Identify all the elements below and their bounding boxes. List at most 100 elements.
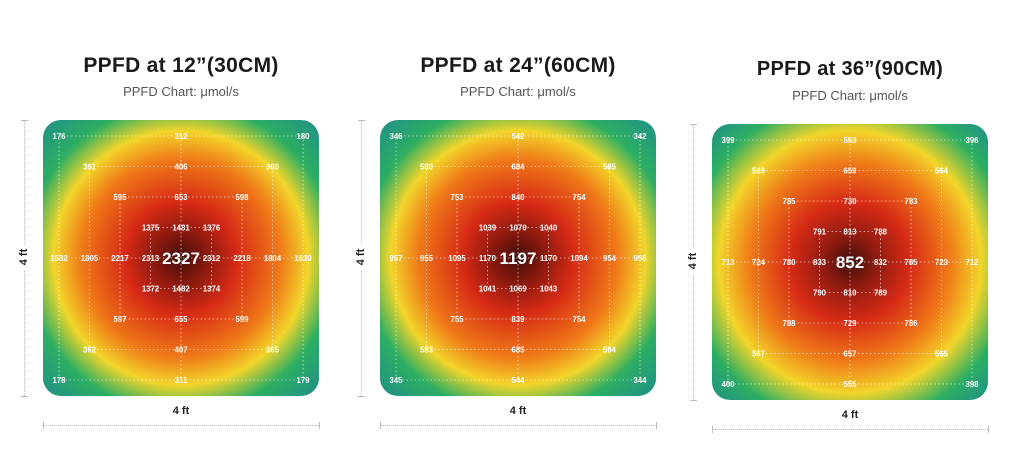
ppfd-value: 346 xyxy=(389,132,403,141)
ppfd-value: 1632 xyxy=(50,254,68,263)
ppfd-value: 753 xyxy=(450,193,464,202)
ppfd-value: 598 xyxy=(235,193,249,202)
chart-title: PPFD at 36”(90CM) xyxy=(756,58,944,80)
ppfd-value: 365 xyxy=(266,346,280,355)
ppfd-heatmap: 399 553 396 569 659 564 785 730 783 791 813 788 713 7… xyxy=(712,124,988,400)
ppfd-value: 833 xyxy=(813,258,827,267)
ppfd-value: 2217 xyxy=(111,254,128,263)
heatmap-svg: 176 312 180 361 406 360 595 653 598 1375 1481 1376 1… xyxy=(43,120,319,396)
ppfd-value: 723 xyxy=(935,258,949,267)
ppfd-value: 653 xyxy=(174,193,188,202)
ppfd-value: 788 xyxy=(874,228,888,237)
ppfd-value: 1094 xyxy=(570,254,588,263)
dimension-tick xyxy=(43,422,44,429)
ppfd-value: 832 xyxy=(874,258,888,267)
ppfd-value: 790 xyxy=(813,289,827,298)
dimension-tick xyxy=(690,400,697,401)
ppfd-value: 564 xyxy=(935,167,949,176)
ppfd-value: 780 xyxy=(782,258,796,267)
ppfd-value: 729 xyxy=(843,319,857,328)
ppfd-value: 755 xyxy=(450,315,464,324)
ppfd-value: 342 xyxy=(633,132,647,141)
ppfd-value: 585 xyxy=(603,163,617,172)
ppfd-value: 657 xyxy=(843,350,856,359)
ppfd-value: 407 xyxy=(174,346,187,355)
ppfd-value: 176 xyxy=(52,132,66,141)
ppfd-value: 584 xyxy=(603,346,617,355)
ppfd-value: 178 xyxy=(52,376,66,385)
ppfd-value: 1069 xyxy=(509,285,527,294)
ppfd-value: 785 xyxy=(904,258,918,267)
ppfd-value: 396 xyxy=(965,136,979,145)
heatmap-fill xyxy=(712,124,988,400)
chart-title: PPFD at 24”(60CM) xyxy=(420,54,616,77)
dimension-tick xyxy=(380,422,381,429)
ppfd-value: 360 xyxy=(266,163,280,172)
y-axis-label: 4 ft xyxy=(18,244,30,270)
ppfd-value: 754 xyxy=(572,315,586,324)
x-axis-label: 4 ft xyxy=(509,405,527,417)
ppfd-center-value: 1197 xyxy=(500,249,537,268)
y-axis-label: 4 ft xyxy=(355,244,367,270)
dimension-tick xyxy=(656,422,657,429)
ppfd-value: 567 xyxy=(752,350,765,359)
ppfd-value: 1630 xyxy=(294,254,312,263)
ppfd-value: 555 xyxy=(843,380,857,389)
ppfd-value: 361 xyxy=(83,163,97,172)
ppfd-value: 406 xyxy=(174,163,188,172)
x-axis-label: 4 ft xyxy=(841,409,859,421)
ppfd-value: 399 xyxy=(721,136,735,145)
ppfd-heatmap: 346 542 342 580 684 585 753 840 754 1039 1070 1040 9… xyxy=(380,120,656,396)
ppfd-value: 312 xyxy=(174,132,188,141)
ppfd-value: 1372 xyxy=(142,285,160,294)
ppfd-value: 553 xyxy=(843,136,857,145)
ppfd-value: 659 xyxy=(843,167,857,176)
width-dimension-line xyxy=(43,425,319,426)
ppfd-value: 1070 xyxy=(509,224,527,233)
ppfd-value: 783 xyxy=(904,197,918,206)
ppfd-value: 1095 xyxy=(448,254,466,263)
ppfd-value: 754 xyxy=(572,193,586,202)
ppfd-value: 684 xyxy=(511,163,525,172)
ppfd-value: 839 xyxy=(511,315,525,324)
ppfd-value: 544 xyxy=(511,376,525,385)
ppfd-value: 724 xyxy=(752,258,766,267)
x-axis-label: 4 ft xyxy=(172,405,190,417)
ppfd-value: 2312 xyxy=(203,254,221,263)
ppfd-value: 595 xyxy=(113,193,127,202)
ppfd-center-value: 852 xyxy=(836,253,864,272)
grid-ring xyxy=(426,166,610,350)
ppfd-value: 1041 xyxy=(479,285,497,294)
ppfd-value: 597 xyxy=(113,315,126,324)
ppfd-value: 1482 xyxy=(172,285,190,294)
ppfd-value: 956 xyxy=(633,254,647,263)
dimension-tick xyxy=(988,426,989,433)
ppfd-value: 712 xyxy=(965,258,979,267)
chart-subtitle: PPFD Chart: μmol/s xyxy=(123,84,239,99)
ppfd-value: 400 xyxy=(721,380,735,389)
ppfd-value: 1481 xyxy=(172,224,190,233)
dimension-tick xyxy=(319,422,320,429)
ppfd-value: 580 xyxy=(420,163,434,172)
ppfd-value: 955 xyxy=(420,254,434,263)
ppfd-heatmap: 176 312 180 361 406 360 595 653 598 1375 1481 1376 1… xyxy=(43,120,319,396)
ppfd-value: 1170 xyxy=(540,254,558,263)
width-dimension-line xyxy=(712,429,988,430)
ppfd-value: 569 xyxy=(752,167,766,176)
y-axis-label: 4 ft xyxy=(687,248,699,274)
ppfd-value: 179 xyxy=(296,376,310,385)
ppfd-value: 1039 xyxy=(479,224,497,233)
ppfd-value: 655 xyxy=(174,315,188,324)
ppfd-value: 810 xyxy=(843,289,857,298)
ppfd-value: 180 xyxy=(296,132,310,141)
heatmap-fill xyxy=(43,120,319,396)
dimension-tick xyxy=(712,426,713,433)
ppfd-value: 786 xyxy=(904,319,918,328)
chart-title: PPFD at 12”(30CM) xyxy=(83,54,279,77)
ppfd-value: 1374 xyxy=(203,285,221,294)
ppfd-value: 599 xyxy=(235,315,249,324)
ppfd-center-value: 2327 xyxy=(162,249,200,268)
ppfd-value: 398 xyxy=(965,380,979,389)
chart-subtitle: PPFD Chart: μmol/s xyxy=(792,88,908,103)
ppfd-value: 583 xyxy=(420,346,434,355)
